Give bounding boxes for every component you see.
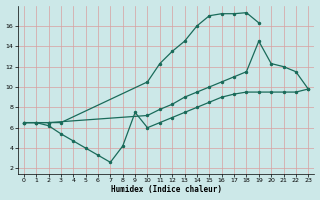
X-axis label: Humidex (Indice chaleur): Humidex (Indice chaleur) bbox=[110, 185, 221, 194]
